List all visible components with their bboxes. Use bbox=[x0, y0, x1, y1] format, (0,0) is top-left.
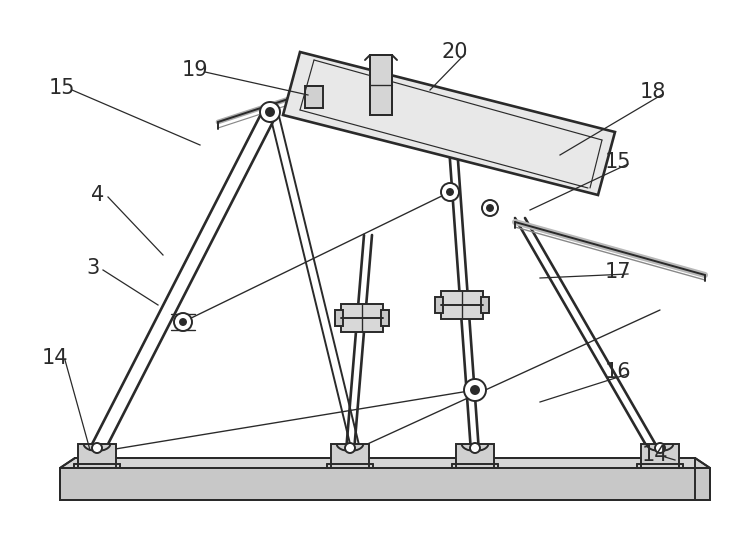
Circle shape bbox=[174, 313, 192, 331]
Bar bbox=[370, 55, 392, 115]
Circle shape bbox=[482, 200, 498, 216]
Bar bbox=[335, 310, 343, 326]
Text: 20: 20 bbox=[442, 42, 468, 62]
Text: 3: 3 bbox=[86, 258, 100, 278]
Bar bbox=[78, 444, 116, 468]
Text: 15: 15 bbox=[49, 78, 75, 98]
Circle shape bbox=[447, 189, 453, 195]
Circle shape bbox=[180, 319, 186, 325]
Circle shape bbox=[655, 443, 665, 453]
Circle shape bbox=[441, 183, 459, 201]
Text: 14: 14 bbox=[642, 445, 668, 465]
Bar bbox=[641, 444, 679, 468]
Circle shape bbox=[471, 386, 479, 394]
Text: 16: 16 bbox=[604, 362, 631, 382]
Bar bbox=[481, 297, 489, 313]
Polygon shape bbox=[283, 52, 615, 195]
Text: 17: 17 bbox=[604, 262, 631, 282]
Circle shape bbox=[92, 443, 102, 453]
Bar bbox=[441, 291, 483, 319]
Bar bbox=[435, 297, 443, 313]
Polygon shape bbox=[60, 458, 710, 468]
Circle shape bbox=[487, 205, 493, 211]
Circle shape bbox=[266, 108, 274, 116]
Circle shape bbox=[345, 443, 355, 453]
Bar bbox=[60, 468, 710, 500]
Text: 4: 4 bbox=[92, 185, 104, 205]
Circle shape bbox=[464, 379, 486, 401]
Bar bbox=[456, 444, 494, 468]
Text: 15: 15 bbox=[604, 152, 631, 172]
Text: 14: 14 bbox=[42, 348, 68, 368]
Bar bbox=[341, 304, 383, 332]
Bar bbox=[305, 86, 323, 108]
Bar bbox=[331, 444, 369, 468]
Text: 19: 19 bbox=[182, 60, 209, 80]
Text: 18: 18 bbox=[640, 82, 666, 102]
Circle shape bbox=[470, 443, 480, 453]
Bar bbox=[381, 310, 389, 326]
Circle shape bbox=[260, 102, 280, 122]
